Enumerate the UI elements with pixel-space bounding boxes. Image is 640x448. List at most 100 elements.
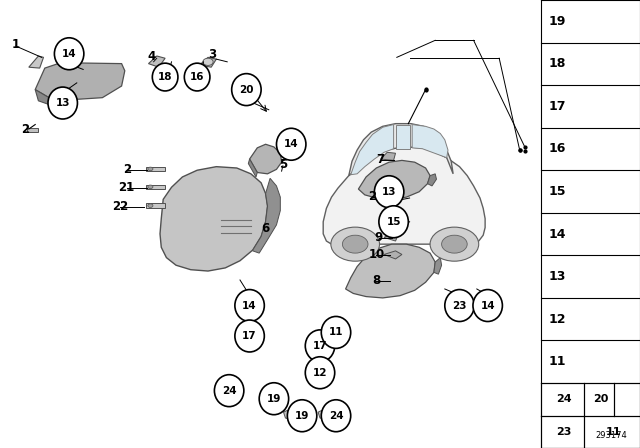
Ellipse shape [305, 357, 335, 389]
Circle shape [148, 185, 153, 189]
Circle shape [148, 204, 153, 207]
Text: 14: 14 [481, 301, 495, 310]
Text: 6: 6 [262, 222, 269, 235]
Polygon shape [318, 408, 337, 420]
Polygon shape [349, 124, 453, 176]
Ellipse shape [305, 330, 335, 362]
Text: 2: 2 [369, 190, 376, 203]
Text: 23: 23 [556, 427, 572, 437]
Polygon shape [148, 56, 165, 67]
Ellipse shape [321, 316, 351, 349]
Text: 7: 7 [377, 152, 385, 166]
Ellipse shape [232, 73, 261, 106]
Polygon shape [396, 125, 410, 149]
Polygon shape [250, 144, 282, 174]
Circle shape [148, 167, 153, 171]
Circle shape [336, 327, 345, 334]
Ellipse shape [321, 400, 351, 432]
Text: 14: 14 [548, 228, 566, 241]
Text: 2: 2 [123, 163, 131, 176]
Text: 24: 24 [556, 394, 572, 405]
Text: 1: 1 [12, 38, 20, 52]
Text: 20: 20 [593, 394, 608, 405]
Text: 17: 17 [313, 341, 327, 351]
Text: 8: 8 [372, 273, 380, 287]
Text: 19: 19 [267, 394, 281, 404]
Text: 17: 17 [548, 100, 566, 113]
Polygon shape [358, 160, 430, 199]
Bar [146, 185, 165, 189]
Text: 2: 2 [22, 122, 29, 136]
Text: 11: 11 [548, 355, 566, 368]
Circle shape [203, 58, 213, 65]
Text: 15: 15 [387, 217, 401, 227]
Ellipse shape [379, 206, 408, 238]
Text: 11: 11 [605, 427, 621, 437]
Text: 18: 18 [158, 72, 172, 82]
Ellipse shape [54, 38, 84, 70]
Text: 13: 13 [382, 187, 396, 197]
Polygon shape [346, 244, 435, 298]
Ellipse shape [276, 128, 306, 160]
Bar [146, 167, 165, 171]
Text: 16: 16 [548, 142, 566, 155]
Text: 12: 12 [313, 368, 327, 378]
Circle shape [332, 324, 349, 337]
Polygon shape [35, 90, 58, 108]
Circle shape [224, 384, 239, 395]
Text: 9: 9 [375, 231, 383, 244]
Polygon shape [200, 57, 216, 67]
Ellipse shape [214, 375, 244, 407]
Ellipse shape [184, 63, 210, 91]
Polygon shape [381, 152, 396, 160]
Text: 20: 20 [239, 85, 253, 95]
Text: 19: 19 [548, 15, 566, 28]
Polygon shape [284, 408, 303, 420]
Polygon shape [248, 159, 257, 177]
Polygon shape [351, 125, 394, 175]
Ellipse shape [152, 63, 178, 91]
Polygon shape [253, 178, 280, 253]
Text: 21: 21 [118, 181, 135, 194]
Text: 19: 19 [295, 411, 309, 421]
Text: 24: 24 [222, 386, 236, 396]
Text: 5: 5 [279, 158, 287, 172]
Polygon shape [412, 125, 448, 158]
Polygon shape [29, 56, 44, 68]
Ellipse shape [473, 289, 502, 322]
Text: 14: 14 [243, 301, 257, 310]
Text: 22: 22 [112, 199, 129, 213]
Polygon shape [323, 147, 485, 244]
Ellipse shape [235, 289, 264, 322]
Text: 14: 14 [284, 139, 298, 149]
Bar [146, 203, 165, 208]
Text: 13: 13 [548, 270, 566, 283]
Circle shape [442, 235, 467, 253]
Ellipse shape [374, 176, 404, 208]
Text: 13: 13 [56, 98, 70, 108]
Ellipse shape [235, 320, 264, 352]
Text: 15: 15 [548, 185, 566, 198]
Circle shape [311, 339, 326, 349]
Polygon shape [434, 258, 442, 274]
Polygon shape [35, 63, 125, 101]
Text: 24: 24 [329, 411, 343, 421]
Text: 12: 12 [548, 313, 566, 326]
Text: 293174: 293174 [595, 431, 627, 440]
Text: 14: 14 [62, 49, 76, 59]
Ellipse shape [48, 87, 77, 119]
Text: 10: 10 [368, 248, 385, 261]
Text: 11: 11 [329, 327, 343, 337]
Polygon shape [314, 368, 333, 380]
Polygon shape [428, 174, 436, 186]
Ellipse shape [287, 400, 317, 432]
Circle shape [342, 235, 368, 253]
Text: 23: 23 [452, 301, 467, 310]
Text: 16: 16 [190, 72, 204, 82]
Text: 3: 3 [209, 48, 216, 61]
Ellipse shape [445, 289, 474, 322]
Ellipse shape [259, 383, 289, 415]
Text: 18: 18 [548, 57, 566, 70]
Bar [27, 128, 38, 132]
Polygon shape [384, 251, 402, 259]
